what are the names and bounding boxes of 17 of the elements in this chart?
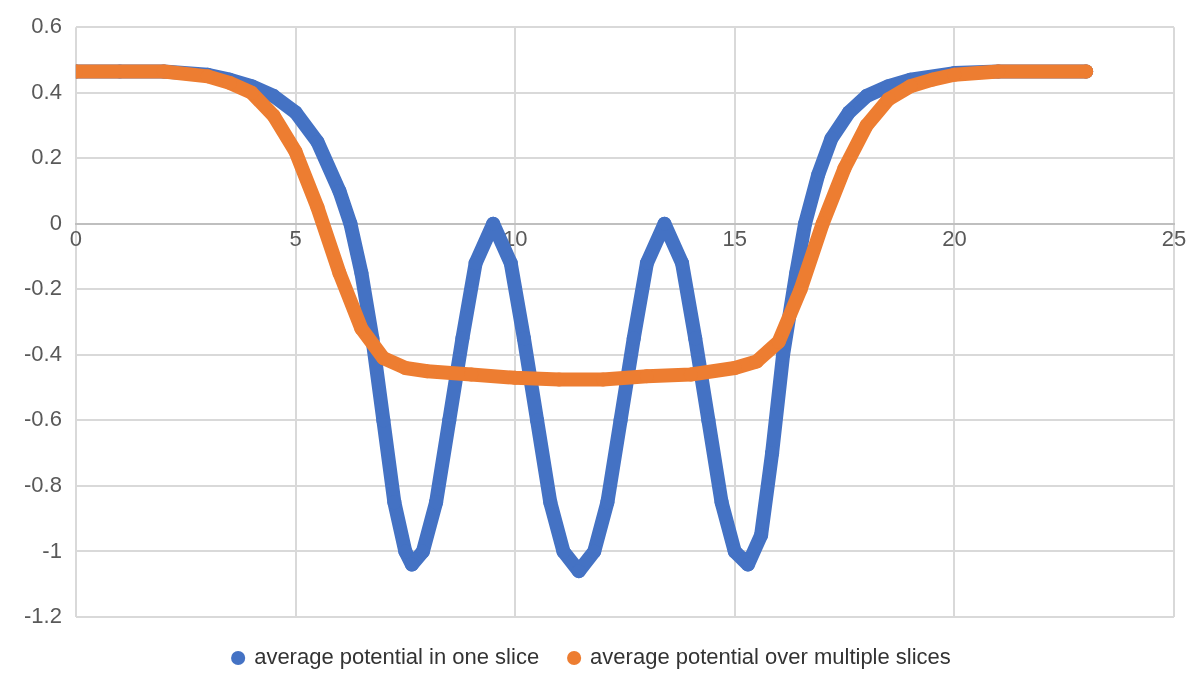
x-tick-label: 15 — [722, 226, 748, 252]
y-tick-label: 0.4 — [31, 78, 62, 104]
y-tick-label: 0.2 — [31, 144, 62, 170]
x-tick-label: 20 — [942, 226, 967, 252]
y-tick-label: 0 — [49, 209, 62, 235]
y-tick-label: -1 — [42, 537, 62, 563]
y-tick-label: 0.6 — [31, 13, 62, 39]
legend-label: average potential in one slice — [254, 644, 540, 670]
x-tick-label: 0 — [69, 226, 83, 252]
y-tick-label: -0.8 — [23, 472, 62, 497]
y-tick-label: -1.2 — [23, 603, 62, 629]
x-tick-label: 5 — [289, 226, 302, 252]
y-tick-label: -0.4 — [23, 340, 62, 366]
legend-label: average potential over multiple slices — [590, 644, 951, 670]
x-tick-label: 25 — [1161, 226, 1187, 252]
y-tick-label: -0.6 — [23, 406, 62, 432]
y-tick-label: -0.2 — [23, 275, 62, 301]
